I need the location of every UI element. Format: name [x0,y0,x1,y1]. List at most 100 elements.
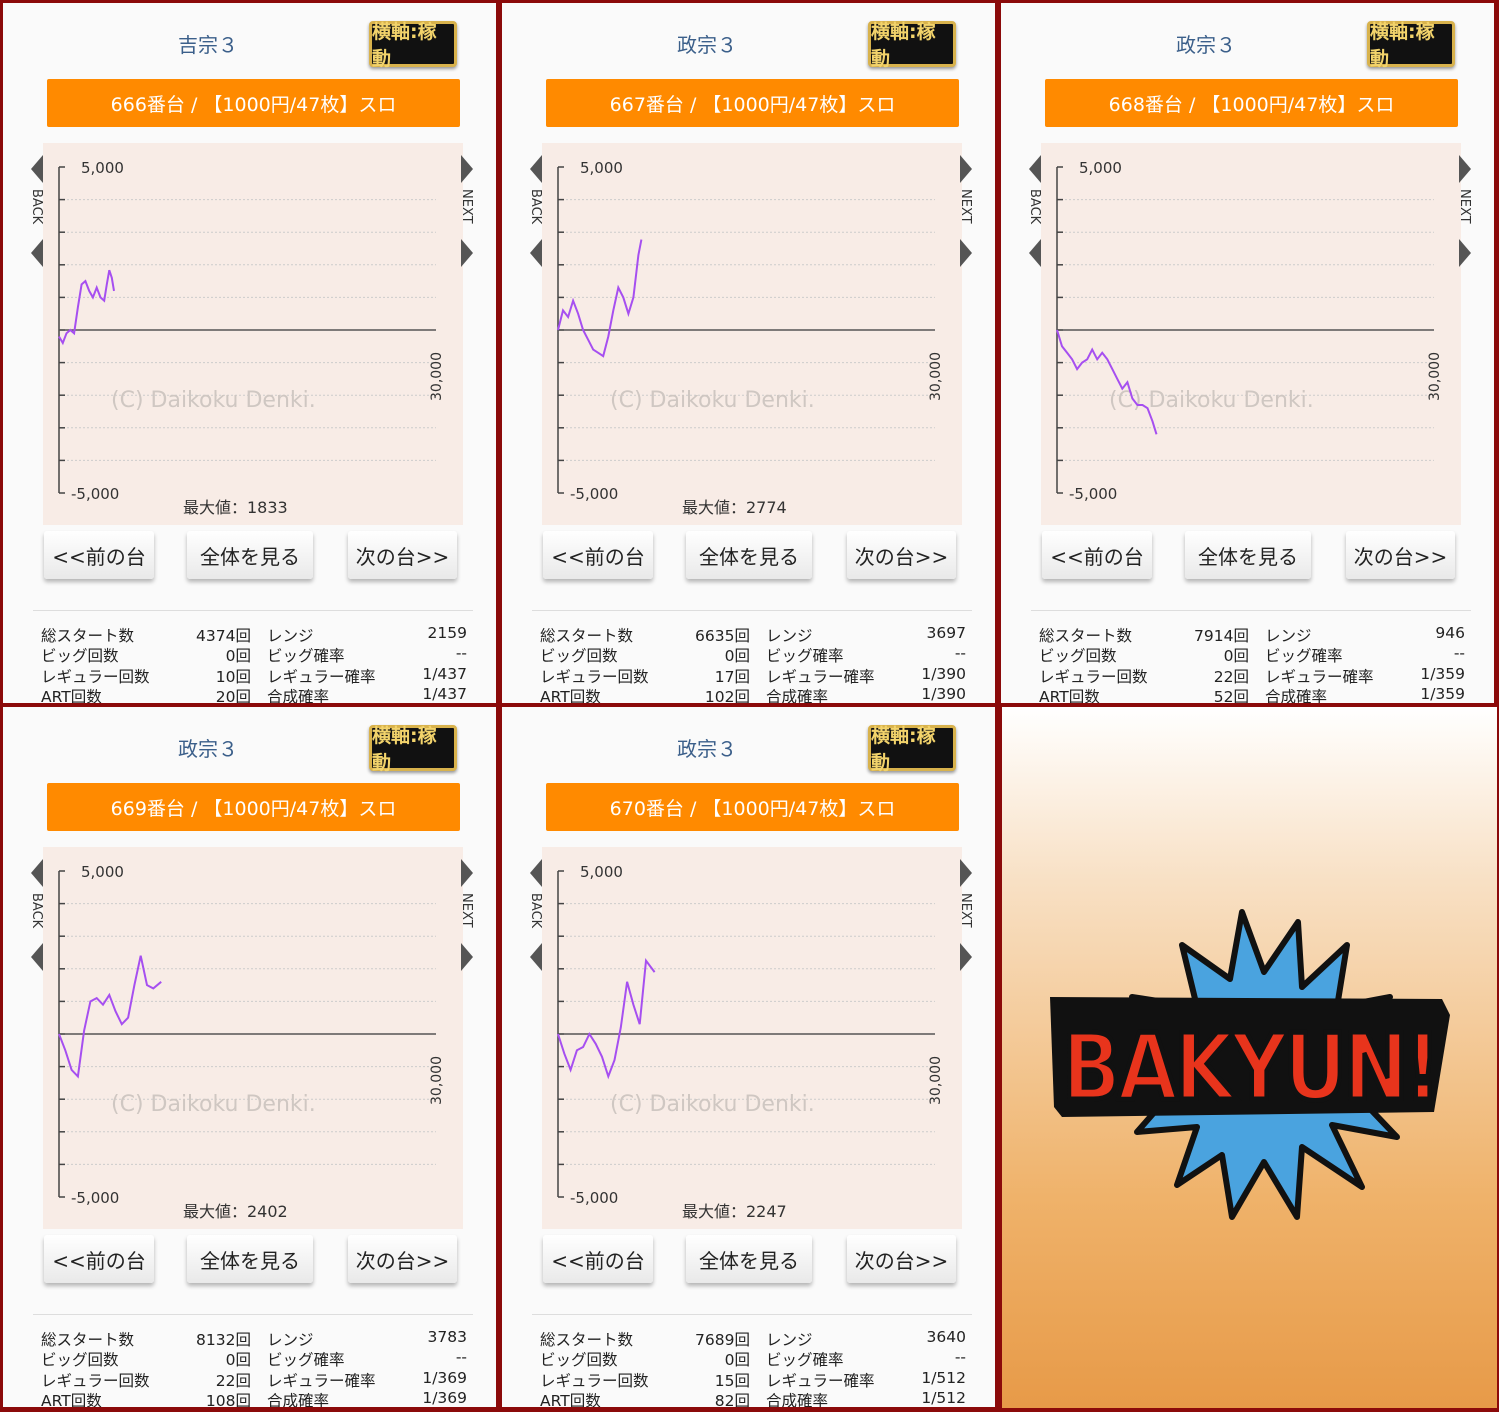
next-arrow-control[interactable]: NEXT [1455,155,1475,273]
back-arrow-icon: BACK [29,859,44,971]
svg-text:BACK: BACK [528,893,543,929]
axis-toggle-button[interactable]: 横軸:稼動 [1367,21,1455,70]
back-arrow-control[interactable]: BACK [526,859,546,977]
next-arrow-control[interactable]: NEXT [956,155,976,273]
next-arrow-control[interactable]: NEXT [457,859,477,977]
stats-table: 総スタート数 7689回 レンジ 3640 ビッグ回数 0回 ビッグ確率 -- レギュラー回… [540,1328,970,1407]
nav-button-row: <<前の台 全体を見る 次の台>> [3,531,496,581]
machine-banner[interactable]: 666番台 / 【1000円/47枚】スロ [47,79,460,127]
chart-canvas: 5,000 -5,000 (C) Daikoku Denki. 30,000 [1056,159,1443,503]
watermark-text: (C) Daikoku Denki. [111,1092,316,1117]
slump-chart: 5,000 -5,000 (C) Daikoku Denki. 30,000 [1041,143,1461,525]
slump-chart: 5,000 -5,000 (C) Daikoku Denki. 30,000 最大値：1… [43,143,463,525]
view-all-button[interactable]: 全体を見る [1185,531,1311,579]
value-total-start: 6635回 [695,627,750,645]
value-reg: 22回 [1213,667,1249,686]
prev-machine-button[interactable]: <<前の台 [44,1235,154,1283]
back-arrow-icon: BACK [1027,155,1042,267]
label-reg: レギュラー回数 [41,1371,150,1390]
machine-banner[interactable]: 670番台 / 【1000円/47枚】スロ [546,783,959,831]
y-tick-label: -5,000 [570,1189,618,1207]
back-arrow-control[interactable]: BACK [1025,155,1045,273]
prev-machine-button[interactable]: <<前の台 [543,1235,653,1283]
prev-machine-button[interactable]: <<前の台 [44,531,154,579]
axis-toggle-button[interactable]: 横軸:稼動 [369,21,457,70]
label-range: レンジ [267,1331,314,1349]
value-total-start: 4374回 [196,627,251,645]
label-reg-rate: レギュラー確率 [766,1371,875,1390]
chart-canvas: 5,000 -5,000 (C) Daikoku Denki. 30,000 最大値：1… [58,159,445,517]
label-art: ART回数 [41,687,102,703]
max-value-label: 最大値：2247 [682,1202,787,1221]
next-arrow-icon: NEXT [1457,155,1472,267]
value-art: 82回 [714,1391,750,1407]
stats-row: 総スタート数 8132回 レンジ 3783 [41,1328,471,1349]
watermark-text: (C) Daikoku Denki. [111,388,316,413]
label-combined-rate: 合成確率 [766,1391,829,1407]
view-all-button[interactable]: 全体を見る [187,531,313,579]
view-all-button[interactable]: 全体を見る [686,1235,812,1283]
value-big: 0回 [225,647,251,666]
stats-row: ART回数 108回 合成確率 1/369 [41,1389,471,1407]
next-machine-button[interactable]: 次の台>> [348,531,457,579]
y-tick-label: 5,000 [81,159,124,177]
label-total-start: 総スタート数 [1039,627,1133,645]
label-reg: レギュラー回数 [1039,667,1148,686]
value-reg-rate: 1/437 [422,664,467,683]
back-arrow-icon: BACK [29,155,44,267]
label-reg: レギュラー回数 [41,667,150,686]
y-tick-label: -5,000 [71,1189,119,1207]
next-arrow-control[interactable]: NEXT [457,155,477,273]
next-machine-button[interactable]: 次の台>> [847,1235,956,1283]
machine-title: 政宗３ [677,737,737,761]
machine-banner[interactable]: 667番台 / 【1000円/47枚】スロ [546,79,959,127]
value-reg: 15回 [714,1371,750,1390]
label-art: ART回数 [1039,687,1100,703]
next-arrow-control[interactable]: NEXT [956,859,976,977]
next-machine-button[interactable]: 次の台>> [1346,531,1455,579]
nav-button-row: <<前の台 全体を見る 次の台>> [1001,531,1494,581]
label-combined-rate: 合成確率 [766,687,829,703]
stats-row: 総スタート数 4374回 レンジ 2159 [41,624,471,645]
axis-toggle-button[interactable]: 横軸:稼動 [868,21,956,70]
back-arrow-control[interactable]: BACK [27,859,47,977]
view-all-button[interactable]: 全体を見る [187,1235,313,1283]
value-art: 108回 [205,1391,251,1407]
machine-panel: 政宗３ 横軸:稼動 669番台 / 【1000円/47枚】スロ 5,000 -5,… [3,707,496,1407]
next-machine-button[interactable]: 次の台>> [847,531,956,579]
value-range: 2159 [427,624,467,642]
watermark-text: (C) Daikoku Denki. [610,1092,815,1117]
svg-text:NEXT: NEXT [1457,189,1472,224]
value-combined-rate: 1/390 [921,684,966,703]
view-all-button[interactable]: 全体を見る [686,531,812,579]
axis-toggle-button[interactable]: 横軸:稼動 [369,725,457,774]
value-big: 0回 [724,647,750,666]
slump-line [58,955,162,1079]
prev-machine-button[interactable]: <<前の台 [1042,531,1152,579]
stats-table: 総スタート数 4374回 レンジ 2159 ビッグ回数 0回 ビッグ確率 -- レギュラー回… [41,624,471,703]
machine-banner[interactable]: 668番台 / 【1000円/47枚】スロ [1045,79,1458,127]
y-tick-label: 5,000 [81,863,124,881]
label-big: ビッグ回数 [41,647,119,666]
nav-button-row: <<前の台 全体を見る 次の台>> [502,531,995,581]
label-big: ビッグ回数 [540,1351,618,1370]
value-range: 3697 [926,624,966,642]
label-reg-rate: レギュラー確率 [1265,667,1374,686]
divider [1031,610,1471,611]
label-total-start: 総スタート数 [540,1331,634,1349]
prev-machine-button[interactable]: <<前の台 [543,531,653,579]
stats-row: レギュラー回数 22回 レギュラー確率 1/359 [1039,665,1469,686]
machine-banner[interactable]: 669番台 / 【1000円/47枚】スロ [47,783,460,831]
label-reg-rate: レギュラー確率 [267,667,376,686]
back-arrow-control[interactable]: BACK [27,155,47,273]
back-arrow-control[interactable]: BACK [526,155,546,273]
axis-toggle-button[interactable]: 横軸:稼動 [868,725,956,774]
stats-row: ビッグ回数 0回 ビッグ確率 -- [41,644,471,666]
next-machine-button[interactable]: 次の台>> [348,1235,457,1283]
value-reg-rate: 1/512 [921,1368,966,1387]
value-range: 3783 [427,1328,467,1346]
stats-row: ビッグ回数 0回 ビッグ確率 -- [41,1348,471,1369]
value-range: 946 [1435,624,1465,642]
bakyun-logo: BAKYUN! [1050,909,1450,1220]
label-reg-rate: レギュラー確率 [267,1371,376,1390]
